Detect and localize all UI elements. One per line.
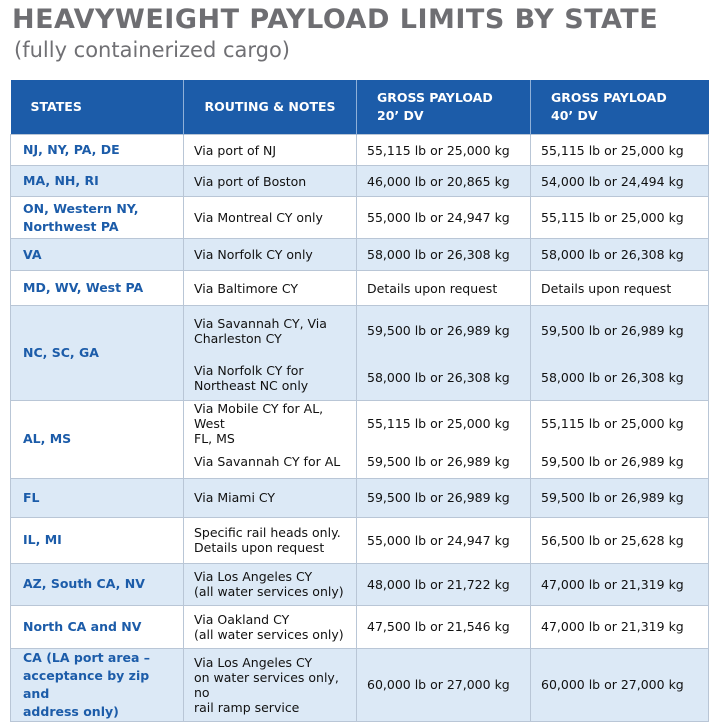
payload-cell: 58,000 lb or 26,308 kg [356, 355, 531, 401]
payload-cell: 60,000 lb or 27,000 kg [356, 647, 531, 722]
payload-cell: 55,115 lb or 25,000 kg [356, 400, 531, 446]
payload-cell: 59,500 lb or 26,989 kg [356, 446, 531, 479]
routing-cell: Via Norfolk CY only [183, 238, 357, 271]
payload-cell: Details upon request [356, 270, 531, 306]
state-cell: North CA and NV [10, 604, 184, 649]
state-cell: NJ, NY, PA, DE [10, 134, 184, 166]
payload-cell: 47,500 lb or 21,546 kg [356, 604, 531, 649]
payload-cell: 58,000 lb or 26,308 kg [530, 238, 709, 271]
routing-cell: Via Savannah CY, Via Charleston CY [183, 305, 357, 356]
payload-cell: 47,000 lb or 21,319 kg [530, 562, 709, 606]
routing-cell: Via Mobile CY for AL, West FL, MS [183, 400, 357, 446]
state-cell: NC, SC, GA [10, 305, 184, 401]
column-header: GROSS PAYLOAD 20’ DV [356, 80, 531, 135]
payload-cell: 55,115 lb or 25,000 kg [530, 134, 709, 166]
payload-cell: 55,000 lb or 24,947 kg [356, 516, 531, 564]
table-row: Via Savannah CY for AL 59,500 lb or 26,98… [11, 446, 709, 479]
routing-cell: Via Miami CY [183, 477, 357, 518]
table-row: North CA and NV Via Oakland CY (all water… [10, 604, 709, 649]
routing-cell: Via Montreal CY only [183, 196, 357, 239]
state-cell: ON, Western NY, Northwest PA [10, 196, 184, 239]
payload-cell: 48,000 lb or 21,722 kg [356, 562, 531, 606]
routing-cell: Via Norfolk CY for Northeast NC only [183, 355, 357, 401]
routing-cell: Via Oakland CY (all water services only) [183, 604, 357, 649]
routing-cell: Via Los Angeles CY (all water services o… [183, 562, 357, 606]
state-cell: CA (LA port area – acceptance by zip and… [10, 647, 184, 722]
header-row: STATES ROUTING & NOTES GROSS PAYLOAD 20’ D… [10, 80, 709, 135]
payload-table: STATES ROUTING & NOTES GROSS PAYLOAD 20’ D… [10, 80, 709, 722]
subtitle: (fully containerized cargo) [14, 38, 291, 62]
title: HEAVYWEIGHT PAYLOAD LIMITS BY STATE [12, 4, 659, 35]
table-row: ON, Western NY, Northwest PA Via Montreal… [10, 196, 709, 239]
payload-cell: 55,115 lb or 25,000 kg [530, 400, 709, 446]
column-header: STATES [10, 80, 184, 135]
table-row: MA, NH, RI Via port of Boston 46,000 lb or… [10, 165, 709, 197]
table-row: NC, SC, GA Via Savannah CY, Via Charlesto… [10, 305, 709, 401]
payload-cell: 60,000 lb or 27,000 kg [530, 647, 709, 722]
routing-cell: Via Baltimore CY [183, 270, 357, 306]
payload-cell: 59,500 lb or 26,989 kg [530, 477, 709, 518]
state-cell: MD, WV, West PA [10, 270, 184, 306]
state-cell: IL, MI [10, 516, 184, 564]
state-cell: AZ, South CA, NV [10, 562, 184, 606]
payload-cell: 59,500 lb or 26,989 kg [356, 477, 531, 518]
payload-cell: 55,000 lb or 24,947 kg [356, 196, 531, 239]
payload-cell: 55,115 lb or 25,000 kg [530, 196, 709, 239]
table-row: VA Via Norfolk CY only 58,000 lb or 26,308… [10, 238, 709, 271]
payload-cell: 59,500 lb or 26,989 kg [530, 446, 709, 479]
payload-cell: 59,500 lb or 26,989 kg [356, 305, 531, 356]
payload-cell: 54,000 lb or 24,494 kg [530, 165, 709, 197]
table-row: MD, WV, West PA Via Baltimore CY Details u… [10, 270, 709, 306]
column-header: ROUTING & NOTES [183, 80, 357, 135]
routing-cell: Via port of NJ [183, 134, 357, 166]
state-cell: FL [10, 477, 184, 518]
state-cell: VA [10, 238, 184, 271]
state-cell: AL, MS [10, 400, 184, 479]
routing-cell: Via Los Angeles CY on water services onl… [183, 647, 357, 722]
payload-cell: Details upon request [530, 270, 709, 306]
routing-cell: Via Savannah CY for AL [183, 446, 357, 479]
table-row: CA (LA port area – acceptance by zip and… [10, 647, 709, 722]
table-row: FL Via Miami CY 59,500 lb or 26,989 kg 59,5… [10, 477, 709, 518]
table-body: NJ, NY, PA, DE Via port of NJ 55,115 lb or… [10, 134, 709, 722]
table-row: Via Norfolk CY for Northeast NC only 58,0… [11, 355, 709, 401]
payload-cell: 46,000 lb or 20,865 kg [356, 165, 531, 197]
payload-cell: 55,115 lb or 25,000 kg [356, 134, 531, 166]
column-header: GROSS PAYLOAD 40’ DV [530, 80, 709, 135]
payload-cell: 59,500 lb or 26,989 kg [530, 305, 709, 356]
payload-cell: 58,000 lb or 26,308 kg [530, 355, 709, 401]
table-row: AZ, South CA, NV Via Los Angeles CY (all … [10, 562, 709, 606]
table-row: NJ, NY, PA, DE Via port of NJ 55,115 lb or… [10, 134, 709, 166]
payload-cell: 56,500 lb or 25,628 kg [530, 516, 709, 564]
table-row: AL, MS Via Mobile CY for AL, West FL, MS 5… [10, 400, 709, 479]
table-row: IL, MI Specific rail heads only. Details … [10, 516, 709, 564]
payload-cell: 47,000 lb or 21,319 kg [530, 604, 709, 649]
routing-cell: Specific rail heads only. Details upon r… [183, 516, 357, 564]
payload-cell: 58,000 lb or 26,308 kg [356, 238, 531, 271]
routing-cell: Via port of Boston [183, 165, 357, 197]
state-cell: MA, NH, RI [10, 165, 184, 197]
